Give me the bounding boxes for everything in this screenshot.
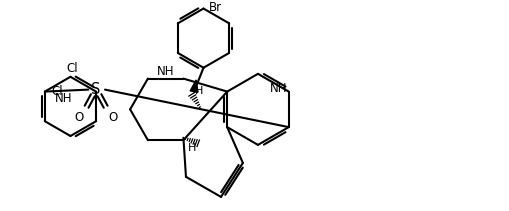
Polygon shape (190, 80, 198, 92)
Text: NH: NH (157, 65, 175, 78)
Text: O: O (75, 111, 84, 124)
Text: Cl: Cl (52, 85, 64, 98)
Text: NH: NH (55, 92, 72, 105)
Text: H: H (188, 143, 196, 153)
Text: NH: NH (270, 82, 288, 95)
Text: S: S (92, 82, 101, 97)
Text: H: H (194, 86, 203, 96)
Text: Br: Br (209, 1, 222, 14)
Text: Cl: Cl (67, 62, 78, 75)
Text: O: O (108, 111, 118, 124)
